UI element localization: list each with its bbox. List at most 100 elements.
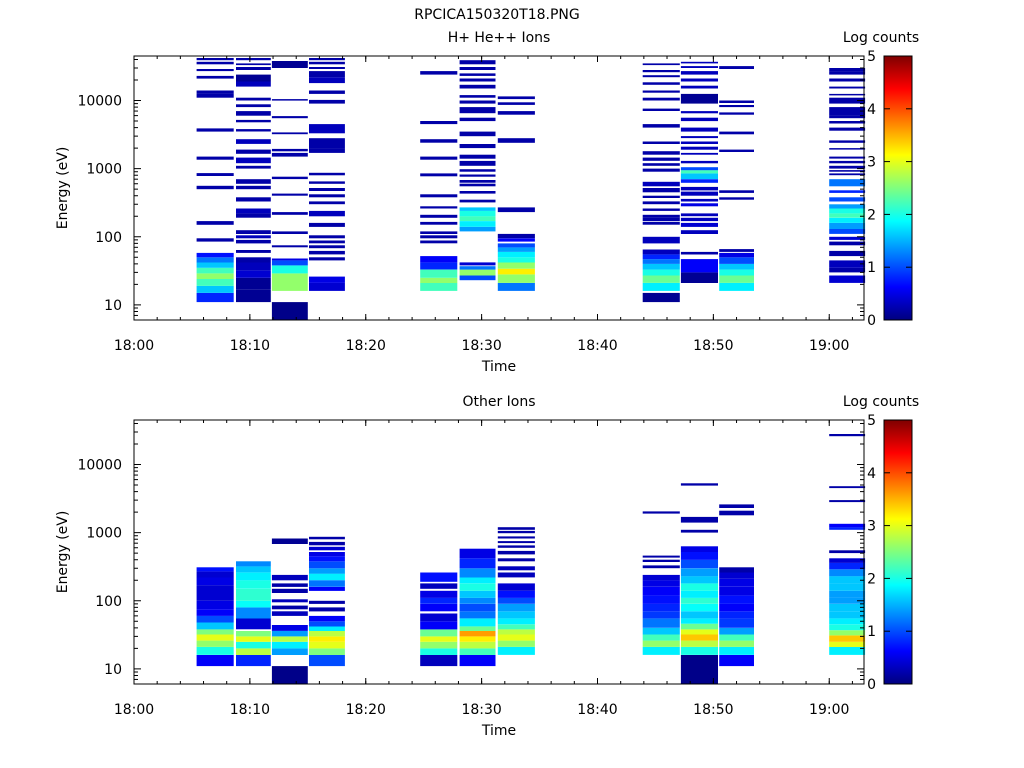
colorbar-label: Log counts bbox=[843, 394, 919, 410]
heatmap-cell bbox=[642, 275, 680, 283]
heatmap-cell bbox=[680, 646, 718, 655]
heatmap-cell bbox=[829, 213, 866, 218]
heatmap-cell bbox=[642, 97, 680, 101]
heatmap-cell bbox=[459, 568, 496, 578]
heatmap-cell bbox=[680, 590, 718, 598]
heatmap-cell bbox=[459, 154, 496, 159]
heatmap-cell bbox=[829, 236, 866, 240]
heatmap-cell bbox=[680, 179, 718, 183]
heatmap-cell bbox=[829, 115, 866, 119]
heatmap-cell bbox=[680, 93, 718, 104]
heatmap-cell bbox=[680, 568, 718, 577]
heatmap-cell bbox=[459, 618, 496, 627]
heatmap-cell bbox=[680, 173, 718, 180]
heatmap-cell bbox=[497, 597, 535, 604]
heatmap-cell bbox=[420, 235, 458, 239]
heatmap-cell bbox=[459, 548, 496, 559]
heatmap-cell bbox=[459, 67, 496, 70]
heatmap-cell bbox=[459, 144, 496, 149]
heatmap-cell bbox=[719, 595, 754, 604]
x-tick-label: 18:50 bbox=[693, 338, 733, 354]
heatmap-cell bbox=[829, 121, 866, 124]
heatmap-cell bbox=[829, 68, 866, 72]
heatmap-cell bbox=[719, 190, 754, 193]
heatmap-cell bbox=[829, 641, 866, 647]
heatmap-cell bbox=[497, 247, 535, 252]
heatmap-cell bbox=[196, 173, 234, 176]
heatmap-cell bbox=[271, 666, 308, 684]
heatmap-cell bbox=[309, 568, 345, 574]
heatmap-cell bbox=[459, 590, 496, 598]
heatmap-cell bbox=[459, 60, 496, 65]
colorbar: 0 1 2 3 4 5 Log counts bbox=[843, 30, 919, 329]
heatmap-cell bbox=[309, 58, 345, 61]
heatmap-cell bbox=[829, 618, 866, 625]
heatmap-cell bbox=[196, 615, 234, 623]
heatmap-cell bbox=[829, 624, 866, 631]
heatmap-cell bbox=[642, 627, 680, 635]
heatmap-cell bbox=[642, 168, 680, 172]
heatmap-cell bbox=[719, 257, 754, 264]
heatmap-cell bbox=[309, 194, 345, 198]
heatmap-cell bbox=[236, 213, 271, 218]
heatmap-cell bbox=[196, 600, 234, 610]
x-tick-label: 19:00 bbox=[809, 702, 849, 718]
heatmap-cell bbox=[309, 607, 345, 612]
heatmap-cell bbox=[642, 108, 680, 111]
heatmap-cell bbox=[196, 185, 234, 190]
heatmap-cell bbox=[309, 235, 345, 239]
heatmap-cell bbox=[309, 536, 345, 540]
heatmap-cell bbox=[309, 148, 345, 153]
heatmap-cell bbox=[236, 67, 271, 70]
heatmap-cell bbox=[829, 222, 866, 229]
heatmap-cell bbox=[420, 156, 458, 160]
heatmap-cell bbox=[196, 262, 234, 268]
heatmap-cell bbox=[680, 483, 718, 486]
heatmap-cell bbox=[309, 586, 345, 591]
heatmap-cell bbox=[829, 86, 866, 89]
heatmap-cell bbox=[829, 576, 866, 584]
x-tick-label: 18:10 bbox=[230, 338, 270, 354]
heatmap-cell bbox=[829, 127, 866, 131]
heatmap-cell bbox=[420, 269, 458, 278]
colorbar-label: Log counts bbox=[843, 30, 919, 46]
heatmap-cell bbox=[196, 634, 234, 641]
heatmap-cell bbox=[196, 75, 234, 79]
colorbar-tick-label: 5 bbox=[867, 49, 876, 65]
heatmap-cell bbox=[829, 107, 866, 116]
colorbar-tick-label: 2 bbox=[867, 571, 876, 587]
heatmap-cell bbox=[642, 124, 680, 128]
heatmap-cell bbox=[497, 558, 535, 562]
heatmap-cell bbox=[271, 132, 308, 135]
heatmap-cell bbox=[196, 577, 234, 585]
heatmap-cell bbox=[459, 636, 496, 642]
heatmap-cell bbox=[271, 282, 308, 291]
heatmap-cell bbox=[236, 566, 271, 573]
heatmap-cell bbox=[309, 77, 345, 84]
heatmap-cell bbox=[420, 603, 458, 612]
heatmap-cell bbox=[829, 156, 866, 159]
heatmap-cell bbox=[309, 641, 345, 649]
heatmap-cell bbox=[309, 282, 345, 291]
heatmap-cell bbox=[271, 245, 308, 248]
chart-panel-1: 18:00 18:10 18:20 18:30 18:40 18:50 19:0010100… bbox=[55, 30, 919, 375]
heatmap-cell bbox=[309, 276, 345, 283]
heatmap-cell bbox=[271, 648, 308, 655]
heatmap-cell bbox=[309, 648, 345, 655]
heatmap-cell bbox=[829, 523, 866, 528]
heatmap-cell bbox=[459, 603, 496, 612]
heatmap-cell bbox=[642, 282, 680, 291]
x-tick-label: 18:40 bbox=[577, 338, 617, 354]
heatmap-cell bbox=[642, 574, 680, 581]
heatmap-cell bbox=[829, 260, 866, 268]
heatmap-cell bbox=[642, 611, 680, 619]
heatmap-cell bbox=[420, 583, 458, 589]
heatmap-cell bbox=[642, 157, 680, 161]
heatmap-cell bbox=[642, 586, 680, 596]
heatmap-cell bbox=[236, 230, 271, 234]
heatmap-cell bbox=[497, 268, 535, 275]
heatmap-cell bbox=[719, 105, 754, 108]
heatmap-cell bbox=[196, 69, 234, 72]
heatmap-cell bbox=[497, 530, 535, 534]
heatmap-cell bbox=[642, 181, 680, 187]
